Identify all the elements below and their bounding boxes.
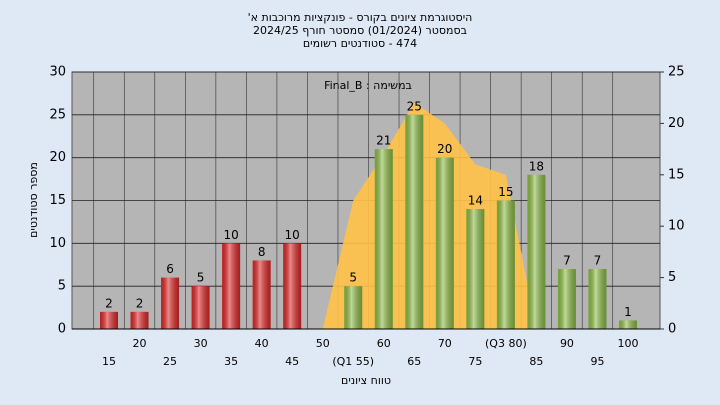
x-tick-label: 75 <box>468 355 482 368</box>
bar-shine <box>100 311 118 329</box>
x-tick-label: 15 <box>102 355 116 368</box>
bar-shine <box>496 200 515 329</box>
value-label: 2 <box>136 296 144 310</box>
value-label: 7 <box>563 254 571 268</box>
x-tick-label: 60 <box>377 337 391 350</box>
value-label: 7 <box>594 254 602 268</box>
value-label: 20 <box>437 142 452 156</box>
y-tick-label: 15 <box>49 193 66 208</box>
x-tick-label: 40 <box>255 337 269 350</box>
bar-shine <box>161 277 180 329</box>
x-tick-label: 85 <box>529 355 543 368</box>
bar-shine <box>405 114 424 329</box>
y2-tick-label: 0 <box>668 322 676 337</box>
y2-tick-label: 10 <box>668 219 685 234</box>
y-tick-label: 30 <box>49 65 66 80</box>
x-tick-label: 90 <box>560 337 574 350</box>
y2-tick-label: 20 <box>668 116 685 131</box>
annotation: במשימה : Final_B <box>324 79 412 92</box>
value-label: 15 <box>498 185 513 199</box>
bar-shine <box>252 260 271 329</box>
x-tick-label: 20 <box>133 337 147 350</box>
y-axis-label: מספר סטודנטים <box>27 162 40 238</box>
value-label: 6 <box>166 262 174 276</box>
x-axis-label: טווח ציונים <box>341 374 391 387</box>
y-tick-label: 20 <box>49 150 66 165</box>
bar-shine <box>435 157 454 329</box>
bar-shine <box>374 149 393 329</box>
x-tick-label: 100 <box>618 337 639 350</box>
x-tick-label: 30 <box>194 337 208 350</box>
bar-shine <box>557 269 576 329</box>
x-tick-label: 50 <box>316 337 330 350</box>
value-label: 2 <box>105 296 113 310</box>
value-label: 18 <box>529 159 544 173</box>
value-label: 21 <box>376 134 391 148</box>
x-tick-label: 70 <box>438 337 452 350</box>
y2-tick-label: 5 <box>668 270 676 285</box>
x-tick-label: 35 <box>224 355 238 368</box>
bar-shine <box>344 286 363 329</box>
x-tick-label: (Q1 55) <box>332 355 374 368</box>
bar-shine <box>222 243 241 329</box>
y2-tick-label: 15 <box>668 167 685 182</box>
value-label: 5 <box>197 271 205 285</box>
bar-shine <box>619 320 637 329</box>
bar-shine <box>191 286 210 329</box>
x-tick-label: (Q3 80) <box>485 337 527 350</box>
bar-shine <box>283 243 302 329</box>
y-tick-label: 5 <box>58 279 66 294</box>
value-label: 25 <box>407 99 422 113</box>
bar-shine <box>527 174 546 329</box>
bar-shine <box>466 209 485 329</box>
title-line: 474 - סטודנטים רשומים <box>303 37 417 50</box>
value-label: 1 <box>624 305 632 319</box>
y-tick-label: 0 <box>58 322 66 337</box>
value-label: 8 <box>258 245 266 259</box>
bar-shine <box>588 269 607 329</box>
title-line: בסמסטר (01/2024) סמסטר חורף 2024/25 <box>253 24 467 37</box>
value-label: 14 <box>468 194 483 208</box>
value-label: 5 <box>349 271 357 285</box>
bar-shine <box>130 311 149 329</box>
value-label: 10 <box>285 228 300 242</box>
value-label: 10 <box>223 228 238 242</box>
y2-tick-label: 25 <box>668 65 685 80</box>
title-line: היסטוגרמת ציונים בקורס - פונקציות מרוכבו… <box>248 11 473 24</box>
y-tick-label: 10 <box>49 236 66 251</box>
x-tick-label: 25 <box>163 355 177 368</box>
x-tick-label: 95 <box>590 355 604 368</box>
y-tick-label: 25 <box>49 107 66 122</box>
x-tick-label: 45 <box>285 355 299 368</box>
x-tick-label: 65 <box>407 355 421 368</box>
